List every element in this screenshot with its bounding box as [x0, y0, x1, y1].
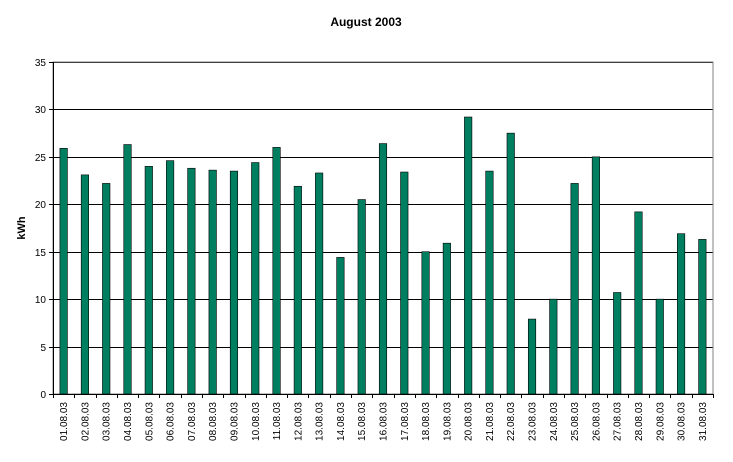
x-tick-label: 30.08.03 — [677, 402, 688, 441]
y-tick-label: 0 — [40, 390, 46, 401]
x-tick-label: 08.08.03 — [208, 402, 219, 441]
bar — [315, 172, 324, 395]
bar — [570, 183, 579, 395]
bar — [400, 171, 409, 395]
x-tick-label: 13.08.03 — [315, 402, 326, 441]
bar — [293, 185, 302, 395]
bar — [144, 166, 153, 395]
x-tick-label: 03.08.03 — [102, 402, 113, 441]
x-tick-label: 28.08.03 — [634, 402, 645, 441]
x-tick-label: 26.08.03 — [591, 402, 602, 441]
axes — [49, 62, 714, 398]
y-tick-label: 35 — [35, 58, 47, 69]
x-tick-label: 23.08.03 — [528, 402, 539, 441]
x-tick-label: 06.08.03 — [166, 402, 177, 441]
bar — [485, 170, 494, 395]
bars — [59, 116, 707, 395]
y-axis-label: kWh — [16, 216, 28, 240]
x-tick-label: 14.08.03 — [336, 402, 347, 441]
x-tick-label: 11.08.03 — [272, 402, 283, 441]
x-tick-label: 05.08.03 — [144, 402, 155, 441]
bar — [421, 251, 430, 395]
bar — [123, 144, 132, 395]
y-tick-label: 30 — [35, 105, 47, 116]
bar — [59, 148, 68, 395]
bar — [442, 242, 451, 395]
x-tick-label: 04.08.03 — [123, 402, 134, 441]
bar — [655, 298, 664, 395]
y-tick-label: 5 — [40, 343, 46, 354]
bar — [677, 233, 686, 395]
chart-title: August 2003 — [330, 15, 402, 29]
x-tick-label: 22.08.03 — [506, 402, 517, 441]
x-tick-label: 19.08.03 — [442, 402, 453, 441]
bar — [464, 116, 473, 395]
x-tick-label: 12.08.03 — [293, 402, 304, 441]
bar — [591, 156, 600, 395]
bar — [527, 318, 537, 395]
bar — [166, 160, 175, 395]
bar — [80, 174, 89, 395]
x-tick-label: 20.08.03 — [464, 402, 475, 441]
bar — [336, 257, 345, 395]
x-tick-label: 31.08.03 — [698, 402, 709, 441]
x-tick-label: 01.08.03 — [59, 402, 70, 441]
x-tick-label: 02.08.03 — [80, 402, 91, 441]
bar — [229, 170, 239, 395]
x-tick-label: 09.08.03 — [229, 402, 240, 441]
bar — [208, 169, 217, 395]
bar — [549, 298, 558, 395]
x-tick-label: 21.08.03 — [485, 402, 496, 441]
bar — [272, 147, 281, 395]
x-tick-label: 16.08.03 — [379, 402, 390, 441]
bar — [357, 199, 366, 395]
bar — [251, 162, 260, 395]
x-tick-label: 17.08.03 — [400, 402, 411, 441]
x-tick-label: 29.08.03 — [655, 402, 666, 441]
y-tick-label: 25 — [35, 153, 47, 164]
x-tick-label: 07.08.03 — [187, 402, 198, 441]
y-tick-label: 20 — [35, 200, 47, 211]
x-tick-label: 25.08.03 — [570, 402, 581, 441]
bar — [698, 239, 707, 395]
x-tick-labels: 01.08.03 02.08.03 03.08.03 04.08.03 05.08.03… — [59, 402, 709, 441]
y-tick-labels: 0 5 10 15 20 25 30 35 — [35, 58, 47, 401]
x-tick-label: 18.08.03 — [421, 402, 432, 441]
bar — [102, 183, 111, 395]
bar — [378, 143, 388, 395]
x-tick-label: 10.08.03 — [251, 402, 262, 441]
bar — [634, 211, 643, 395]
x-tick-label: 27.08.03 — [613, 402, 624, 441]
y-tick-label: 10 — [35, 295, 47, 306]
bar — [187, 167, 196, 395]
x-tick-label: 24.08.03 — [549, 402, 560, 441]
y-tick-label: 15 — [35, 248, 47, 259]
bar — [613, 292, 622, 395]
x-tick-label: 15.08.03 — [357, 402, 368, 441]
bar — [506, 132, 515, 395]
